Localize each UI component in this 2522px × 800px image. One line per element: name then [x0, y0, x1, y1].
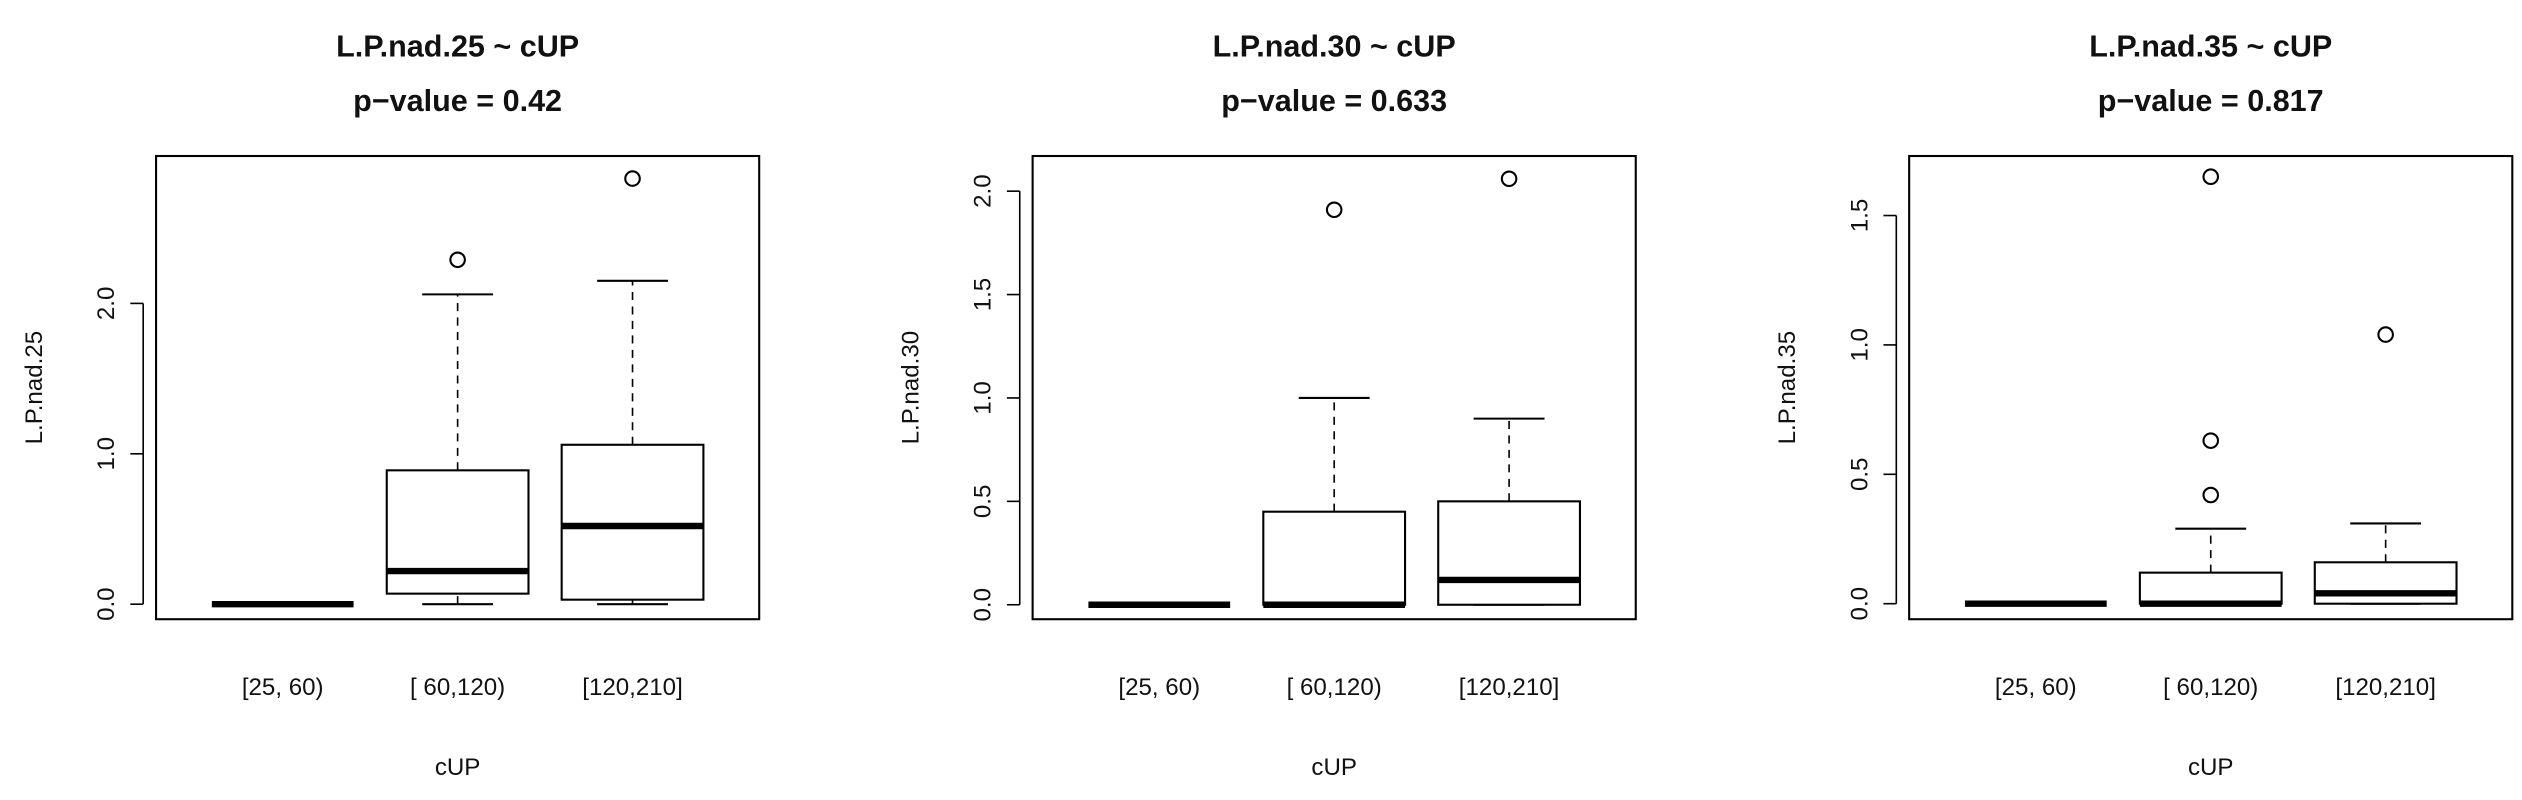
x-tick-label: [ 60,120) [2163, 674, 2258, 701]
x-tick-label: [ 60,120) [410, 674, 505, 701]
y-axis-label: L.P.nad.35 [1774, 331, 1801, 445]
y-tick-label: 0.0 [970, 588, 997, 622]
x-tick-label: [120,210] [1459, 674, 1560, 701]
box [2313, 561, 2458, 605]
chart-subtitle: p−value = 0.817 [2098, 84, 2324, 118]
chart-title: L.P.nad.30 ~ cUP [1213, 29, 1456, 63]
box [385, 469, 530, 595]
x-tick-label: [25, 60) [242, 674, 324, 701]
y-tick-label: 0.0 [1846, 587, 1873, 621]
x-axis-label: cUP [435, 754, 481, 781]
box [2138, 571, 2283, 605]
x-axis-label: cUP [2188, 754, 2234, 781]
plot-frame [1908, 154, 2514, 621]
outlier [624, 170, 641, 187]
y-tick-label: 2.0 [970, 174, 997, 208]
x-tick-label: [ 60,120) [1287, 674, 1382, 701]
outlier [2377, 326, 2394, 343]
plot-frame [1031, 154, 1637, 621]
outlier [2202, 486, 2220, 504]
box [560, 443, 705, 601]
y-tick-label: 2.0 [93, 287, 120, 321]
y-tick-label: 0.5 [970, 485, 997, 519]
y-tick-label: 1.0 [970, 381, 997, 415]
box [1262, 510, 1407, 606]
outlier [2202, 432, 2220, 449]
chart-subtitle: p−value = 0.633 [1221, 84, 1447, 118]
y-axis-label: L.P.nad.30 [897, 331, 924, 445]
x-tick-label: [120,210] [582, 674, 683, 701]
chart-title: L.P.nad.25 ~ cUP [336, 29, 579, 63]
x-tick-label: [25, 60) [1995, 674, 2077, 701]
x-tick-label: [120,210] [2335, 674, 2436, 701]
y-tick-label: 0.0 [93, 587, 120, 621]
outlier [449, 251, 466, 269]
y-tick-label: 1.0 [1846, 328, 1873, 362]
y-tick-label: 1.5 [970, 278, 997, 312]
y-axis-label: L.P.nad.25 [21, 331, 48, 445]
x-tick-label: [25, 60) [1118, 674, 1200, 701]
y-tick-label: 0.5 [1846, 458, 1873, 492]
outlier [2202, 168, 2220, 185]
box [1437, 500, 1582, 606]
outlier [1325, 201, 1343, 219]
y-tick-label: 1.5 [1846, 199, 1873, 233]
outlier [1500, 170, 1518, 188]
chart-subtitle: p−value = 0.42 [353, 84, 562, 118]
plot-frame [155, 154, 761, 621]
x-axis-label: cUP [1311, 754, 1357, 781]
chart-title: L.P.nad.35 ~ cUP [2089, 29, 2332, 63]
y-tick-label: 1.0 [93, 437, 120, 471]
